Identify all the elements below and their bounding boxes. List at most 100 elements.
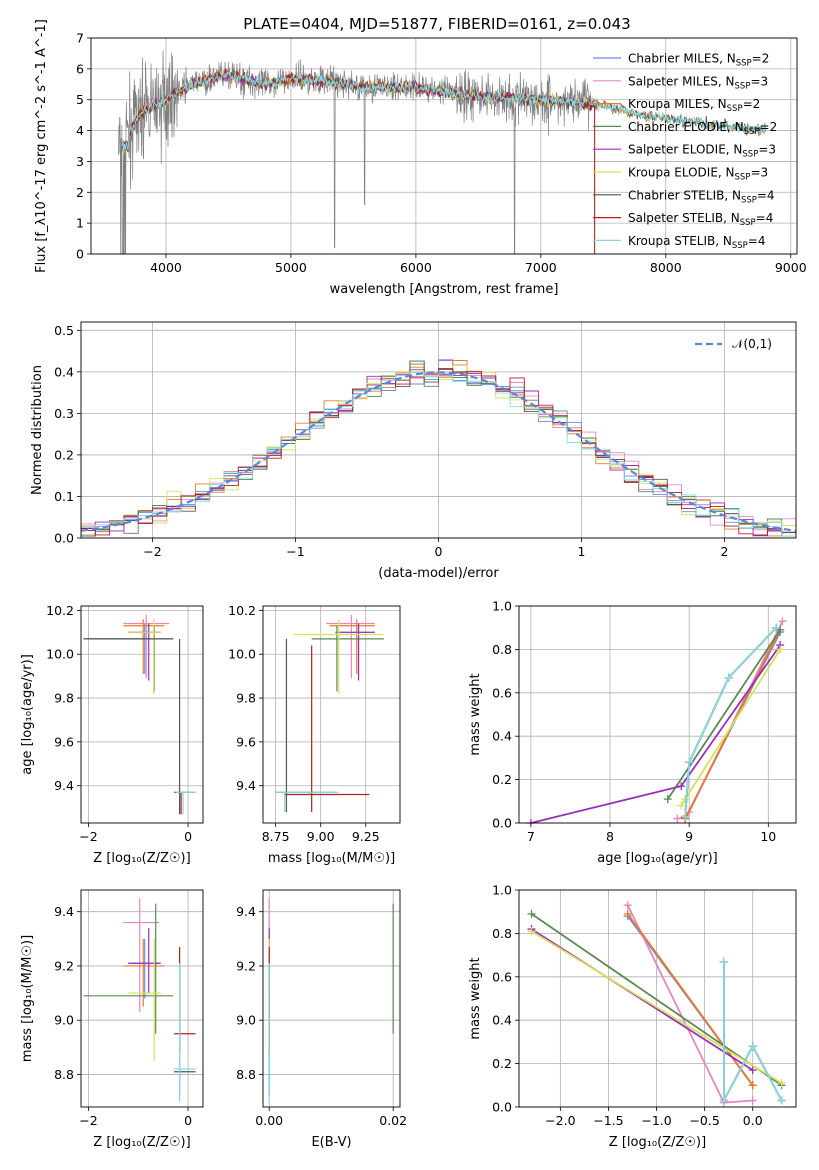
- massweight_vs_Z-ytick-label: 0.6: [492, 969, 512, 984]
- spectrum-xtick-label: 9000: [775, 260, 807, 275]
- massweight_vs_Z-xtick-label: −1.5: [593, 1113, 623, 1128]
- massweight_vs_Z-panel: −2.0 −1.5 −1.0 −0.5 0.0 0.0 0.2 0.4 0.6 0.8 1.0 Z […: [468, 883, 796, 1150]
- age_vs_mass-ytick-label: 9.4: [236, 778, 256, 793]
- massweight_vs_age-series-line: [680, 648, 781, 807]
- massweight_vs_Z-point-marker: [748, 1081, 757, 1090]
- mass_vs_ebv-frame: [262, 889, 401, 1108]
- residuals-ytick-label: 0.3: [54, 406, 74, 421]
- massweight_vs_age-point-marker: [724, 673, 733, 682]
- spectrum-legend-label: Chabrier STELIB, NSSP=4: [628, 188, 775, 205]
- residuals-ytick-label: 0.2: [54, 447, 74, 462]
- spectrum-ytick-label: 4: [76, 123, 84, 138]
- massweight_vs_age-point-marker: [685, 758, 694, 767]
- spectrum-plot-area: [118, 50, 766, 254]
- spectrum-data-line: [118, 50, 592, 254]
- massweight_vs_Z-xtick-label: −1.0: [641, 1113, 671, 1128]
- massweight_vs_age-xtick-label: 9: [685, 829, 693, 844]
- mass_vs_ebv-ytick-label: 9.4: [236, 904, 256, 919]
- spectrum-legend-label: Salpeter STELIB, NSSP=4: [628, 211, 773, 228]
- massweight_vs_Z-series-line: [626, 913, 754, 1086]
- massweight_vs_Z-ytick-label: 0.4: [492, 1013, 512, 1028]
- age_vs_mass-ytick-label: 9.6: [236, 734, 256, 749]
- massweight_vs_age-series-line: [530, 644, 781, 824]
- massweight_vs_Z-ytick-label: 1.0: [492, 883, 512, 898]
- massweight_vs_Z-point-marker: [623, 909, 632, 918]
- massweight_vs_Z-series-line: [723, 961, 783, 1101]
- age_vs_mass-frame: [262, 605, 401, 824]
- residuals-panel: −2 −1 0 1 2 0.0 0.1 0.2 0.3 0.4 0.5 𝒩(0,1) (data-mod…: [30, 322, 796, 581]
- panels: 4000 5000 6000 7000 8000 900001234567Chabrier…: [20, 19, 807, 1150]
- massweight_vs_age-series-line: [684, 627, 777, 817]
- massweight_vs_Z-point-marker: [777, 1096, 786, 1105]
- spectrum-legend-label: Salpeter ELODIE, NSSP=3: [628, 143, 776, 160]
- residuals-ytick-label: 0.4: [54, 364, 74, 379]
- massweight_vs_Z-point-marker: [623, 901, 632, 910]
- age_vs_Z-xtick-label: −2: [79, 829, 97, 844]
- spectrum-xtick-label: 6000: [400, 260, 432, 275]
- massweight_vs_Z-xtick-label: 0.0: [743, 1113, 763, 1128]
- residuals-histogram-step: [81, 372, 796, 537]
- massweight_vs_Z-point-marker: [777, 1079, 786, 1088]
- spectrum-xlabel: wavelength [Angstrom, rest frame]: [330, 282, 559, 297]
- residuals-plot-area: [81, 359, 796, 537]
- massweight_vs_age-ytick-label: 0.0: [492, 816, 512, 831]
- spectrum-panel: 4000 5000 6000 7000 8000 9000 0 1 2 3 4 5 6 7 Chabrier…: [34, 19, 807, 297]
- mass_vs_Z-panel: −2 0 8.8 9.0 9.2 9.4 Z [log₁₀(Z/Z☉)] mass [log₁…: [20, 890, 203, 1150]
- massweight_vs_age-ytick-label: 0.6: [492, 685, 512, 700]
- residuals-xtick-label: 2: [721, 544, 729, 559]
- massweight_vs_Z-point-marker: [748, 1096, 757, 1105]
- massweight_vs_age-point-marker: [677, 801, 686, 810]
- massweight_vs_age-frame: [518, 605, 797, 824]
- massweight_vs_Z-point-marker: [748, 1066, 757, 1075]
- residuals-xtick-label: 0: [435, 544, 443, 559]
- mass_vs_ebv-ytick-label: 9.2: [236, 958, 256, 973]
- residuals-xlabel: (data-model)/error: [378, 566, 499, 581]
- massweight_vs_age-panel: 7 8 9 10 0.0 0.2 0.4 0.6 0.8 1.0 age [log₁₀(age/yr…: [468, 599, 796, 866]
- age_vs_mass-panel: 8.75 9.00 9.25 9.4 9.6 9.8 10.0 10.2 mass [log₁₀…: [228, 603, 400, 866]
- mass_vs_Z-ytick-label: 8.8: [54, 1067, 74, 1082]
- massweight_vs_age-point-marker: [681, 795, 690, 804]
- spectrum-ytick-label: 3: [76, 154, 84, 169]
- massweight_vs_age-ytick-label: 0.4: [492, 729, 512, 744]
- spectrum-legend-label: Chabrier MILES, NSSP=2: [628, 52, 769, 69]
- spectrum-ytick-label: 2: [76, 185, 84, 200]
- massweight_vs_Z-series-line: [531, 928, 754, 1071]
- age_vs_mass-ytick-label: 10.2: [228, 603, 256, 618]
- mass_vs_ebv-xtick-label: 0.00: [255, 1113, 283, 1128]
- massweight_vs_age-ytick-label: 1.0: [492, 599, 512, 614]
- massweight_vs_age-ylabel: mass weight: [468, 673, 483, 755]
- age_vs_Z-ytick-label: 10.2: [46, 603, 74, 618]
- mass_vs_Z-ytick-label: 9.4: [54, 904, 74, 919]
- massweight_vs_age-point-marker: [673, 814, 682, 823]
- spectrum-ytick-label: 1: [76, 216, 84, 231]
- age_vs_Z-panel: −2 0 9.4 9.6 9.8 10.0 10.2 Z [log₁₀(Z/Z☉)] age […: [20, 603, 203, 866]
- massweight_vs_age-point-marker: [677, 782, 686, 791]
- residuals-xtick-label: −1: [286, 544, 304, 559]
- figure-title: PLATE=0404, MJD=51877, FIBERID=0161, z=0…: [243, 15, 630, 33]
- spectrum-xtick-label: 5000: [275, 260, 307, 275]
- massweight_vs_Z-frame: [518, 889, 797, 1108]
- age_vs_Z-ytick-label: 9.4: [54, 778, 74, 793]
- massweight_vs_Z-ylabel: mass weight: [468, 957, 483, 1039]
- mass_vs_Z-xtick-label: −2: [79, 1113, 97, 1128]
- age_vs_Z-frame: [80, 605, 204, 824]
- age_vs_mass-xtick-label: 8.75: [262, 829, 290, 844]
- spectrum-xtick-label: 7000: [525, 260, 557, 275]
- age_vs_Z-xtick-label: 0: [184, 829, 192, 844]
- massweight_vs_Z-ytick-label: 0.0: [492, 1100, 512, 1115]
- spectrum-ytick-label: 0: [76, 247, 84, 262]
- spectrum-xtick-label: 8000: [650, 260, 682, 275]
- age_vs_Z-ytick-label: 9.6: [54, 734, 74, 749]
- residuals-frame: [80, 321, 797, 539]
- mass_vs_Z-xlabel: Z [log₁₀(Z/Z☉)]: [93, 1135, 190, 1150]
- massweight_vs_age-xtick-label: 8: [606, 829, 614, 844]
- spectrum-legend-label: Salpeter MILES, NSSP=3: [628, 74, 768, 91]
- age_vs_mass-xtick-label: 9.00: [307, 829, 335, 844]
- spectrum-model-line: [121, 71, 766, 152]
- age_vs_mass-ytick-label: 9.8: [236, 691, 256, 706]
- massweight_vs_age-point-marker: [778, 617, 787, 626]
- massweight_vs_Z-ytick-label: 0.8: [492, 926, 512, 941]
- age_vs_Z-ytick-label: 10.0: [46, 647, 74, 662]
- massweight_vs_Z-series-line: [626, 904, 753, 1104]
